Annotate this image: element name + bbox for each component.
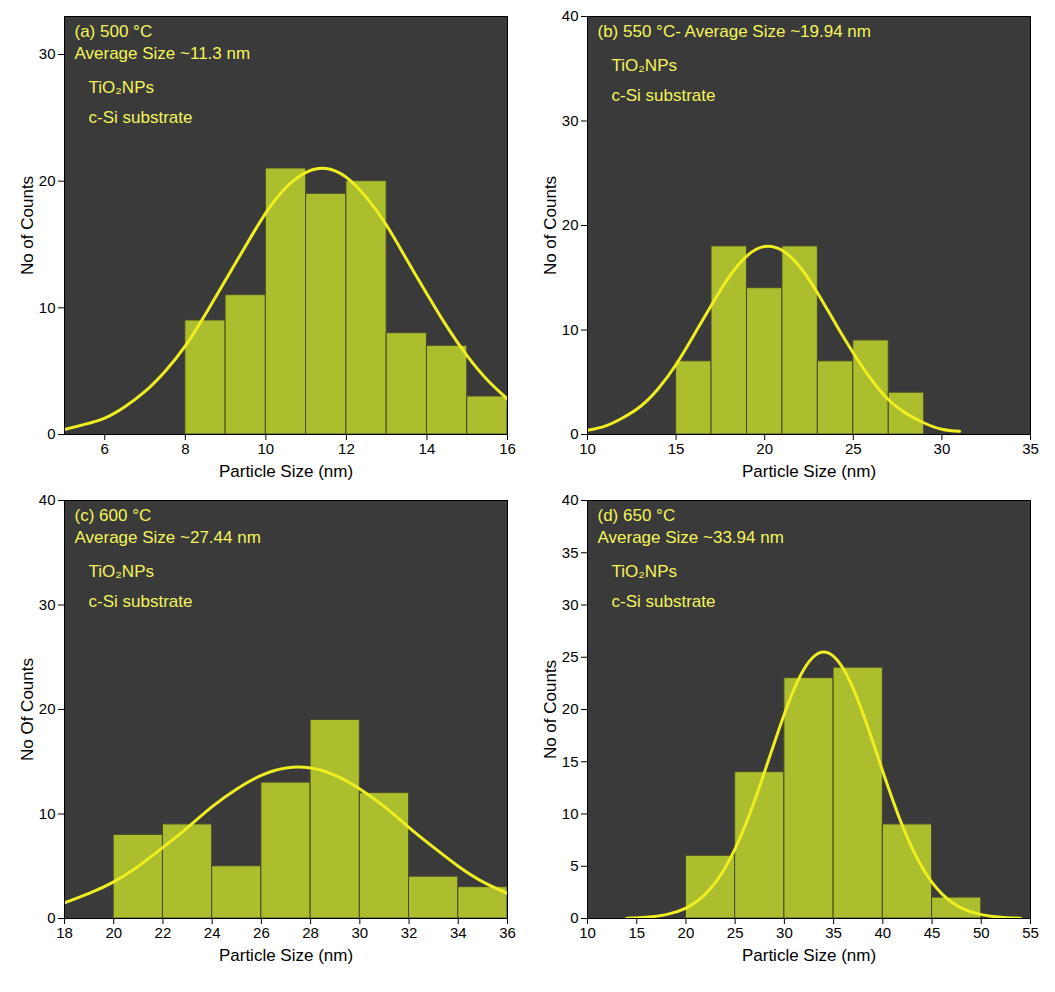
- svg-text:15: 15: [628, 924, 645, 941]
- svg-text:10: 10: [39, 805, 56, 822]
- svg-text:22: 22: [155, 924, 172, 941]
- svg-text:c-Si substrate: c-Si substrate: [89, 108, 193, 127]
- svg-text:25: 25: [727, 924, 744, 941]
- svg-text:45: 45: [924, 924, 941, 941]
- svg-text:Average Size ~33.94 nm: Average Size ~33.94 nm: [598, 528, 784, 547]
- svg-text:Particle Size (nm): Particle Size (nm): [742, 946, 876, 965]
- svg-text:30: 30: [562, 112, 579, 129]
- svg-text:Average Size ~27.44 nm: Average Size ~27.44 nm: [75, 528, 261, 547]
- svg-text:No of Counts: No of Counts: [541, 660, 560, 759]
- svg-text:20: 20: [756, 440, 773, 457]
- svg-text:Particle Size (nm): Particle Size (nm): [219, 462, 353, 481]
- svg-text:No of Counts: No of Counts: [18, 176, 37, 275]
- svg-text:No Of Counts: No Of Counts: [18, 658, 37, 761]
- svg-text:35: 35: [1022, 440, 1039, 457]
- svg-text:26: 26: [253, 924, 270, 941]
- svg-text:35: 35: [825, 924, 842, 941]
- svg-text:20: 20: [562, 216, 579, 233]
- svg-text:35: 35: [562, 544, 579, 561]
- svg-text:36: 36: [499, 924, 516, 941]
- svg-text:(a) 500 °C: (a) 500 °C: [75, 22, 153, 41]
- svg-text:24: 24: [204, 924, 221, 941]
- svg-text:Average Size ~11.3 nm: Average Size ~11.3 nm: [75, 44, 251, 63]
- svg-text:Particle Size (nm): Particle Size (nm): [219, 946, 353, 965]
- svg-text:40: 40: [874, 924, 891, 941]
- svg-text:TiO₂NPs: TiO₂NPs: [612, 56, 677, 75]
- svg-text:0: 0: [47, 425, 55, 442]
- svg-text:20: 20: [105, 924, 122, 941]
- svg-text:10: 10: [579, 440, 596, 457]
- svg-text:0: 0: [570, 909, 578, 926]
- svg-text:(b) 550 °C- Average Size ~19.9: (b) 550 °C- Average Size ~19.94 nm: [598, 22, 871, 41]
- svg-text:30: 30: [776, 924, 793, 941]
- svg-text:(c) 600 °C: (c) 600 °C: [75, 506, 152, 525]
- svg-text:20: 20: [678, 924, 695, 941]
- svg-text:20: 20: [562, 700, 579, 717]
- svg-text:55: 55: [1022, 924, 1039, 941]
- svg-text:30: 30: [39, 596, 56, 613]
- svg-text:18: 18: [56, 924, 73, 941]
- svg-text:25: 25: [562, 648, 579, 665]
- svg-text:TiO₂NPs: TiO₂NPs: [612, 562, 677, 581]
- svg-text:50: 50: [973, 924, 990, 941]
- svg-text:6: 6: [101, 440, 109, 457]
- svg-text:15: 15: [562, 753, 579, 770]
- svg-text:40: 40: [562, 7, 579, 24]
- svg-text:TiO₂NPs: TiO₂NPs: [89, 562, 154, 581]
- svg-text:c-Si substrate: c-Si substrate: [612, 592, 716, 611]
- svg-text:c-Si substrate: c-Si substrate: [89, 592, 193, 611]
- svg-text:15: 15: [668, 440, 685, 457]
- svg-text:20: 20: [39, 172, 56, 189]
- svg-text:TiO₂NPs: TiO₂NPs: [89, 78, 154, 97]
- svg-text:c-Si substrate: c-Si substrate: [612, 86, 716, 105]
- svg-text:34: 34: [450, 924, 467, 941]
- svg-text:Particle Size (nm): Particle Size (nm): [742, 462, 876, 481]
- svg-text:40: 40: [39, 491, 56, 508]
- svg-text:0: 0: [47, 909, 55, 926]
- svg-text:10: 10: [39, 299, 56, 316]
- svg-text:28: 28: [302, 924, 319, 941]
- svg-text:(d) 650 °C: (d) 650 °C: [598, 506, 676, 525]
- svg-text:16: 16: [499, 440, 516, 457]
- svg-text:8: 8: [181, 440, 189, 457]
- svg-text:30: 30: [39, 45, 56, 62]
- svg-text:30: 30: [934, 440, 951, 457]
- svg-text:14: 14: [419, 440, 436, 457]
- svg-text:10: 10: [562, 321, 579, 338]
- svg-text:30: 30: [562, 596, 579, 613]
- svg-text:20: 20: [39, 700, 56, 717]
- svg-text:10: 10: [562, 805, 579, 822]
- svg-text:32: 32: [401, 924, 418, 941]
- svg-text:0: 0: [570, 425, 578, 442]
- svg-text:10: 10: [258, 440, 275, 457]
- svg-text:5: 5: [570, 857, 578, 874]
- svg-text:No of Counts: No of Counts: [541, 176, 560, 275]
- svg-text:12: 12: [338, 440, 355, 457]
- svg-text:25: 25: [845, 440, 862, 457]
- svg-text:30: 30: [351, 924, 368, 941]
- svg-text:40: 40: [562, 491, 579, 508]
- svg-text:10: 10: [579, 924, 596, 941]
